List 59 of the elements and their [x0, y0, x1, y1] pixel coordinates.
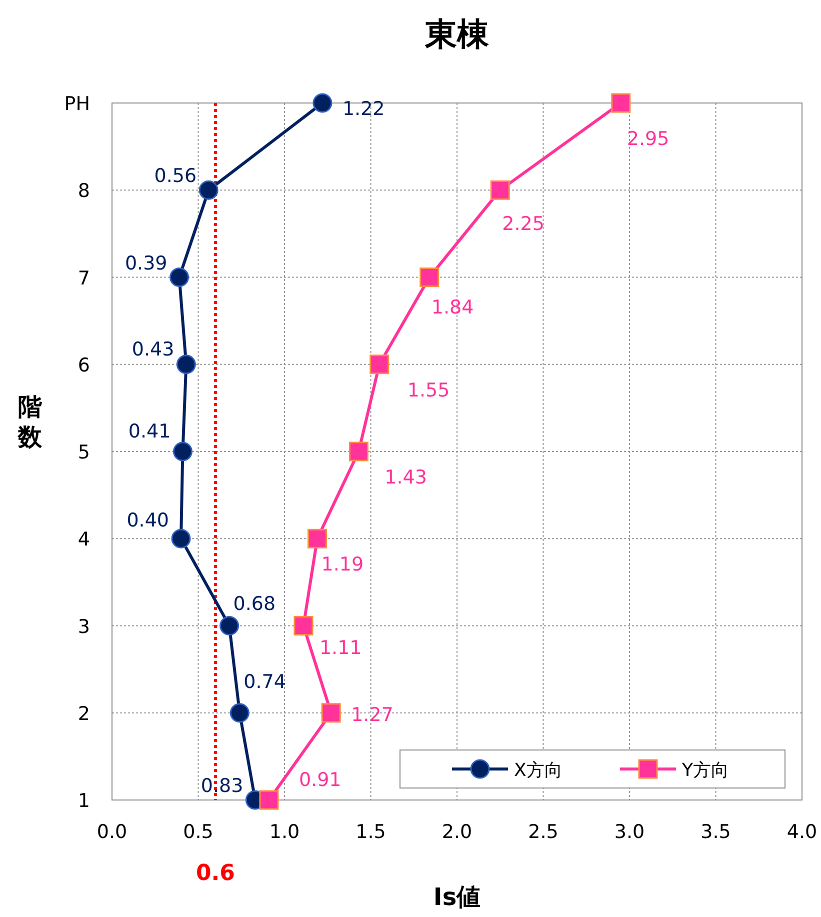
point — [312, 93, 332, 113]
point — [490, 180, 510, 200]
point — [172, 442, 192, 462]
y-tick-label: 8 — [78, 180, 90, 202]
x-axis-title: Is値 — [433, 883, 481, 911]
x-tick-label: 0.5 — [183, 821, 214, 843]
point — [370, 354, 390, 374]
y-tick-label: 6 — [78, 354, 90, 376]
data-label: 1.27 — [351, 704, 394, 726]
x-tick-label: 3.0 — [614, 821, 645, 843]
data-label: 0.74 — [244, 670, 286, 693]
point — [171, 528, 191, 548]
x-tick-label: 2.5 — [528, 821, 558, 843]
y-tick-label: 5 — [78, 442, 90, 464]
y-tick-label: PH — [64, 93, 90, 115]
data-label: 1.84 — [431, 296, 474, 318]
y-tick-label: 4 — [78, 528, 90, 551]
point — [321, 703, 341, 723]
x-tick-label: 1.0 — [269, 821, 300, 843]
chart-title: 東棟 — [424, 15, 490, 53]
point — [294, 616, 314, 636]
data-label: 0.68 — [233, 592, 276, 615]
x-tick-label: 3.5 — [700, 821, 731, 843]
point — [170, 268, 190, 287]
data-label: 1.22 — [342, 98, 385, 120]
point — [230, 703, 250, 723]
ref-line-label: 0.6 — [196, 861, 235, 886]
point — [308, 528, 328, 548]
data-label: 2.25 — [502, 213, 544, 236]
point — [259, 790, 279, 810]
data-label: 0.40 — [126, 510, 169, 532]
point — [348, 442, 368, 462]
y-tick-label: 3 — [78, 616, 90, 638]
data-label: 1.43 — [384, 466, 427, 488]
y-tick-label: 7 — [78, 267, 90, 290]
legend-label: X方向 — [514, 760, 562, 781]
x-tick-label: 4.0 — [786, 821, 818, 843]
point — [611, 93, 631, 113]
legend-label: Y方向 — [681, 760, 729, 781]
data-label: 0.39 — [124, 252, 168, 274]
x-tick-label: 2.0 — [442, 821, 472, 843]
data-label: 1.11 — [319, 636, 362, 659]
data-label: 0.91 — [298, 769, 342, 791]
point — [220, 616, 240, 636]
point — [420, 268, 440, 287]
data-label: 0.41 — [128, 420, 171, 442]
data-label: 0.83 — [200, 775, 244, 797]
data-label: 0.56 — [154, 165, 197, 188]
y-tick-label: 2 — [78, 702, 90, 725]
x-tick-label: 1.5 — [356, 821, 386, 843]
data-label: 0.43 — [132, 338, 174, 360]
data-label: 2.95 — [626, 128, 670, 150]
y-axis-title: 階数 — [17, 393, 43, 451]
x-tick-label: 0.0 — [96, 821, 128, 843]
data-label: 1.55 — [407, 379, 450, 402]
point — [176, 354, 196, 374]
point — [198, 180, 218, 200]
y-tick-label: 1 — [78, 790, 90, 812]
data-label: 1.19 — [321, 554, 364, 576]
